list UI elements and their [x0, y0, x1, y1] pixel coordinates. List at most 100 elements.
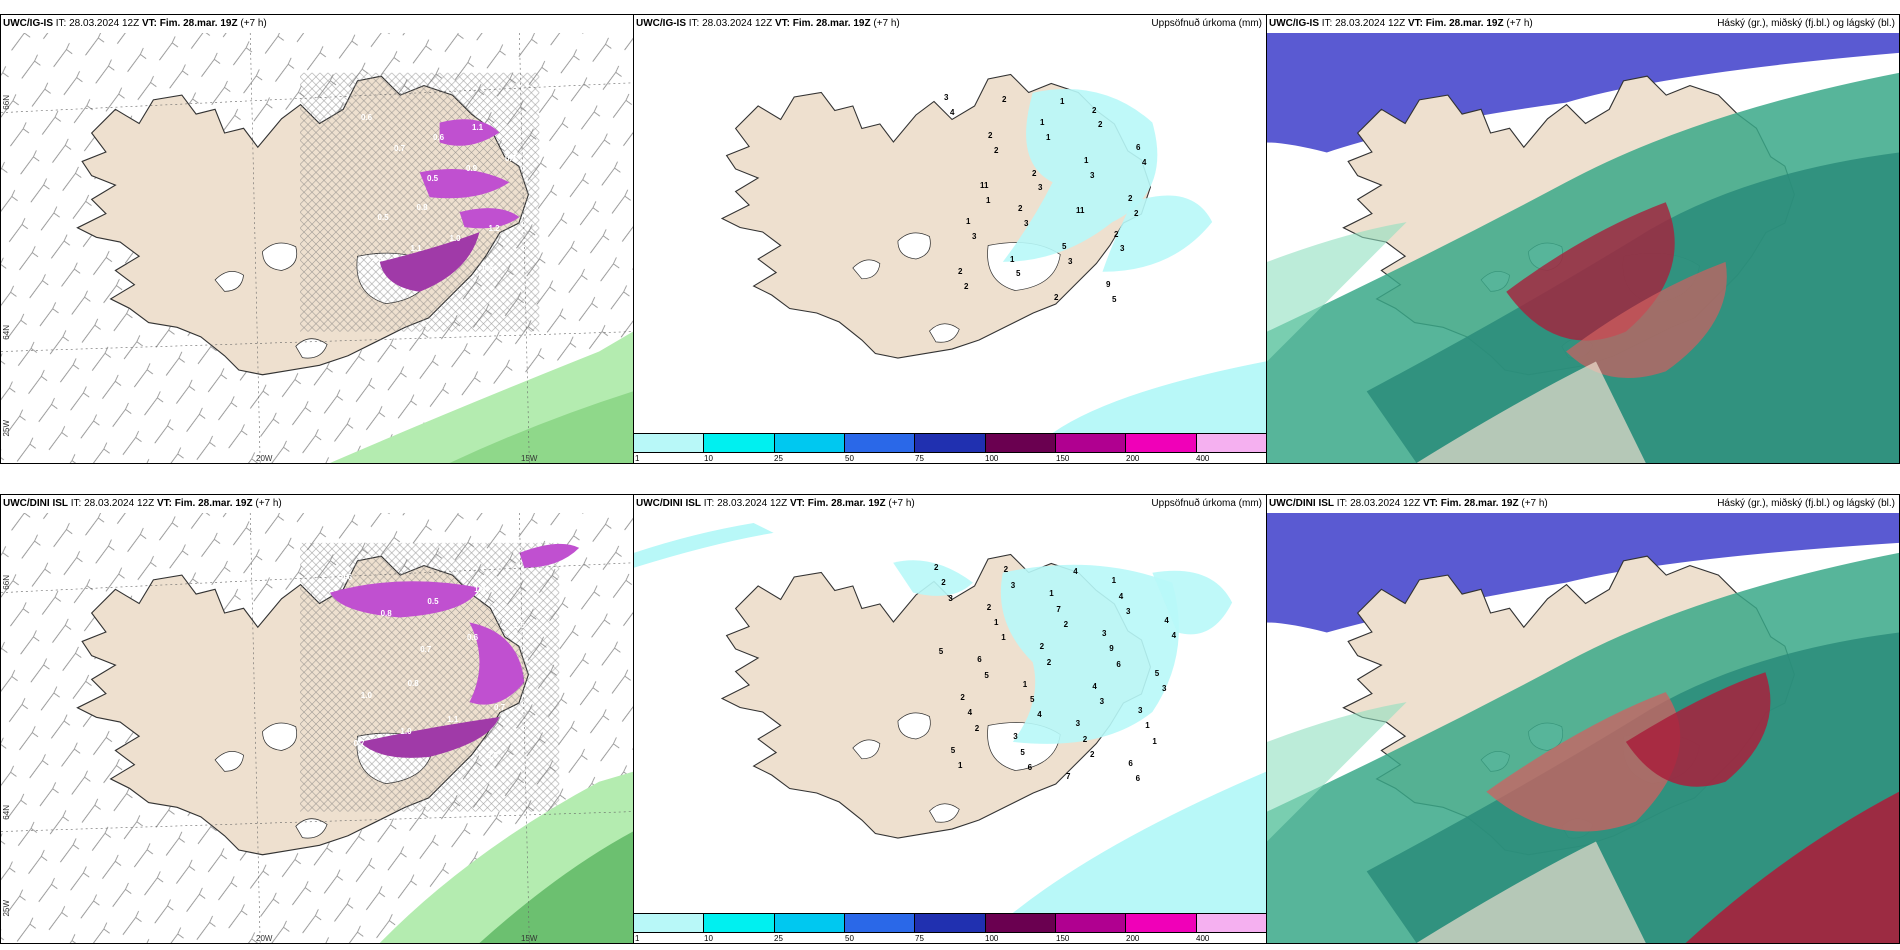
- colorbar-swatch: [774, 434, 845, 452]
- map-area: [1267, 513, 1899, 943]
- snow-value-label: 0.6: [341, 573, 353, 582]
- lat-label-66n: 66N: [2, 575, 11, 590]
- colorbar-tick: 50: [845, 934, 854, 943]
- colorbar-tick: 100: [985, 454, 999, 463]
- snow-value-label: 0.7: [494, 703, 506, 712]
- snow-value-label: 0.6: [482, 264, 494, 274]
- precip-value-label: 2: [1134, 208, 1139, 218]
- precip-value-label: 3: [1162, 684, 1167, 693]
- snow-value-label: 1.0: [360, 691, 372, 700]
- precip-value-label: 1: [994, 618, 999, 627]
- colorbar-tick: 10: [704, 454, 713, 463]
- precip-value-label: 2: [1002, 95, 1007, 105]
- precip-value-label: 9: [1109, 644, 1114, 654]
- colorbar-swatch: [1196, 914, 1266, 932]
- precip-value-label: 2: [1090, 750, 1095, 759]
- precip-value-label: 2: [1098, 120, 1103, 130]
- precip-value-label: 4: [1171, 631, 1177, 641]
- precip-value-label: 2: [994, 145, 999, 155]
- colorbar-swatch: [704, 434, 775, 452]
- precip-value-label: 4: [1037, 710, 1042, 720]
- precip-value-label: 2: [941, 578, 946, 588]
- precip-value-label: 2: [958, 267, 963, 277]
- precip-value-label: 1: [1046, 132, 1051, 142]
- colorbar-swatch: [704, 914, 775, 932]
- precip-value-label: 2: [1039, 642, 1045, 652]
- precip-value-label: 5: [1016, 269, 1021, 279]
- map-area: [1267, 33, 1899, 463]
- lon-label-15w: 15W: [521, 454, 538, 463]
- precip-value-label: 3: [1126, 607, 1131, 616]
- precip-value-label: 9: [1106, 279, 1111, 289]
- precip-value-label: 1: [1040, 118, 1045, 128]
- snow-value-label: 0.7: [420, 645, 432, 654]
- lat-label-66n: 66N: [2, 95, 11, 110]
- colorbar-tick: 25: [774, 454, 783, 463]
- precip-value-label: 5: [1154, 668, 1160, 678]
- panel-wind-snow-bottom: UWC/DINI ISL IT: 28.03.2024 12Z VT: Fim.…: [0, 494, 634, 944]
- colorbar-tick: 100: [985, 934, 999, 943]
- precip-value-label: 6: [1027, 763, 1033, 773]
- precip-value-label: 3: [1090, 170, 1095, 180]
- precip-value-label: 2: [1063, 620, 1069, 630]
- precip-value-label: 4: [1142, 158, 1147, 168]
- precip-value-label: 2: [974, 723, 980, 733]
- colorbar-tick: 25: [774, 934, 783, 943]
- panel-title: UWC/DINI ISL IT: 28.03.2024 12Z VT: Fim.…: [636, 498, 915, 509]
- precip-value-label: 2: [1128, 193, 1133, 203]
- precip-value-label: 3: [1013, 732, 1018, 742]
- precip-value-label: 1: [1111, 576, 1117, 586]
- precip-value-label: 5: [1020, 747, 1025, 757]
- panel-cloud-bottom: UWC/DINI ISL IT: 28.03.2024 12Z VT: Fim.…: [1266, 494, 1900, 944]
- precip-value-label: 6: [1128, 758, 1133, 768]
- lat-label-cut: 25W: [2, 420, 11, 437]
- snow-value-label: 1.3: [371, 254, 383, 264]
- precip-value-label: 2: [934, 563, 939, 572]
- precip-value-label: 4: [1073, 567, 1078, 577]
- precip-value-label: 7: [1066, 772, 1071, 781]
- precip-value-label: 2: [1003, 565, 1009, 575]
- panel-variable-title: Háský (gr.), miðský (fj.bl.) og lágský (…: [1717, 498, 1895, 509]
- precip-value-label: 2: [988, 130, 993, 140]
- colorbar-swatch: [634, 914, 705, 932]
- colorbar-tick: 200: [1126, 934, 1140, 943]
- precip-value-label: 11: [1076, 206, 1085, 216]
- precip-value-label: 2: [1032, 168, 1037, 178]
- precip-value-label: 1: [958, 761, 963, 770]
- snow-value-label: 1.1: [447, 715, 459, 724]
- panel-variable-title: Uppsöfnuð úrkoma (mm): [1151, 498, 1262, 509]
- colorbar-swatch: [844, 914, 916, 932]
- snow-value-label: 0.6: [467, 633, 479, 642]
- precip-value-label: 1: [1001, 633, 1006, 643]
- snow-value-label: 0.5: [377, 213, 389, 223]
- colorbar-ticks: 1 10 25 50 75 100 150 200 400: [634, 933, 1266, 943]
- precip-value-label: 2: [1054, 292, 1059, 302]
- snow-value-label: 1.3: [474, 585, 486, 594]
- precip-value-label: 5: [938, 646, 944, 656]
- precip-value-label: 6: [977, 655, 982, 665]
- snow-value-label: 1.0: [400, 727, 412, 736]
- colorbar-swatch: [1126, 914, 1197, 932]
- precip-value-label: 4: [950, 107, 955, 117]
- lat-label-cut: 25W: [2, 900, 11, 917]
- snow-value-label: 1.1: [410, 243, 422, 253]
- colorbar-tick: 150: [1056, 454, 1070, 463]
- colorbar-ticks: 1 10 25 50 75 100 150 200 400: [634, 453, 1266, 463]
- colorbar-swatch: [1196, 434, 1266, 452]
- panel-title: UWC/DINI ISL IT: 28.03.2024 12Z VT: Fim.…: [1269, 498, 1548, 509]
- precip-value-label: 3: [1099, 697, 1105, 707]
- precip-value-label: 4: [1092, 681, 1097, 691]
- precip-value-label: 1: [1084, 156, 1089, 165]
- panel-title: UWC/IG-IS IT: 28.03.2024 12Z VT: Fim. 28…: [3, 18, 267, 29]
- precip-value-label: 1: [1049, 589, 1054, 599]
- map-area: 0.6 0.8 1.1 0.5 0.6 1.2 0.7 1.0 0.7 1.1 0.9 1.3 0.5 0…: [1, 33, 633, 463]
- panel-cloud-top: UWC/IG-IS IT: 28.03.2024 12Z VT: Fim. 28…: [1266, 14, 1900, 464]
- colorbar-swatch: [844, 434, 916, 452]
- snow-value-label: 0.9: [466, 164, 478, 173]
- colorbar-tick: 1: [635, 934, 640, 943]
- precip-value-label: 2: [1082, 734, 1088, 744]
- precip-value-label: 2: [1114, 229, 1119, 239]
- snow-value-label: 0.8: [380, 609, 392, 618]
- precip-colorbar: [634, 913, 1266, 933]
